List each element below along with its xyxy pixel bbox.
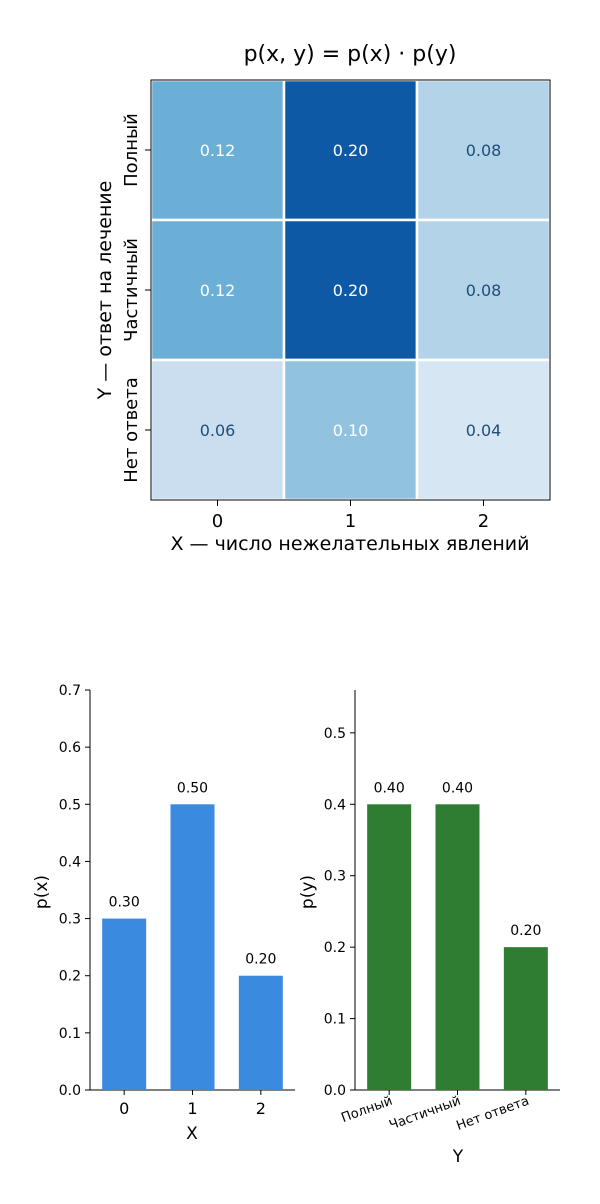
heatmap-cell <box>415 218 552 362</box>
py-x-tick-label: Полный <box>339 1094 394 1126</box>
px-bar-value-label: 0.50 <box>177 780 208 796</box>
py-bar-value-label: 0.20 <box>510 923 541 939</box>
heatmap-cell <box>149 78 286 222</box>
heatmap-cell-label: 0.08 <box>466 281 502 300</box>
px-x-tick-label: 0 <box>119 1099 129 1118</box>
px-bar <box>170 804 215 1090</box>
px-bar <box>238 975 283 1090</box>
py-bar-xlabel: Y <box>452 1147 464 1167</box>
px-y-tick-label: 0.2 <box>59 969 81 985</box>
py-bar-value-label: 0.40 <box>374 780 405 796</box>
heatmap-y-tick-label: Полный <box>121 113 142 187</box>
py-y-tick-label: 0.4 <box>324 797 346 813</box>
px-bar-value-label: 0.20 <box>245 952 276 968</box>
heatmap-y-tick-label: Нет ответа <box>121 377 142 483</box>
px-y-tick-label: 0.7 <box>59 683 81 699</box>
py-y-tick-label: 0.1 <box>324 1012 346 1028</box>
py-y-tick-label: 0.2 <box>324 940 346 956</box>
heatmap-cell <box>282 78 419 222</box>
heatmap-cell-label: 0.20 <box>333 141 369 160</box>
py-bar-panel: Y p(y) 0.0 0.1 0.2 0.3 0.4 0.5 0.40 Полный 0.40 Ч… <box>298 690 560 1167</box>
heatmap-cell-label: 0.20 <box>333 281 369 300</box>
py-bar <box>435 804 480 1090</box>
py-bar-ylabel: p(y) <box>298 875 318 909</box>
px-y-tick-label: 0.4 <box>59 854 81 870</box>
heatmap-title: p(x, y) = p(x) · p(y) <box>244 42 457 67</box>
px-y-tick-label: 0.3 <box>59 912 81 928</box>
heatmap-cell-label: 0.06 <box>200 421 236 440</box>
heatmap-cell-label: 0.10 <box>333 421 369 440</box>
heatmap-cell <box>282 358 419 502</box>
px-bar <box>102 918 147 1090</box>
px-x-tick-label: 1 <box>187 1099 197 1118</box>
heatmap-panel: p(x, y) = p(x) · p(y) X — число нежелате… <box>94 42 552 555</box>
heatmap-cell-label: 0.12 <box>200 281 236 300</box>
px-y-tick-label: 0.1 <box>59 1026 81 1042</box>
heatmap-cell-label: 0.08 <box>466 141 502 160</box>
heatmap-y-tick-label: Частичный <box>121 238 142 342</box>
heatmap-ylabel: Y — ответ на лечение <box>94 181 116 401</box>
heatmap-xlabel: X — число нежелательных явлений <box>170 533 529 555</box>
px-bar-ylabel: p(x) <box>32 875 52 909</box>
heatmap-x-tick-label: 2 <box>478 511 489 532</box>
px-bar-xlabel: X <box>186 1124 198 1144</box>
heatmap-x-tick-label: 0 <box>212 511 223 532</box>
heatmap-x-tick-label: 1 <box>345 511 356 532</box>
px-y-tick-label: 0.6 <box>59 740 81 756</box>
py-x-tick-label: Нет ответа <box>454 1094 531 1134</box>
heatmap-cell-label: 0.12 <box>200 141 236 160</box>
px-x-tick-label: 2 <box>256 1099 266 1118</box>
py-y-tick-label: 0.0 <box>324 1083 346 1099</box>
px-bar-panel: X p(x) 0.0 0.1 0.2 0.3 0.4 0.5 0.6 0.7 0.30 0 0.50… <box>32 683 295 1144</box>
py-y-tick-label: 0.3 <box>324 869 346 885</box>
py-bar <box>503 947 548 1090</box>
px-y-tick-label: 0.5 <box>59 797 81 813</box>
py-y-tick-label: 0.5 <box>324 726 346 742</box>
py-x-tick-label: Частичный <box>387 1094 463 1134</box>
px-y-tick-label: 0.0 <box>59 1083 81 1099</box>
px-bar-value-label: 0.30 <box>109 895 140 911</box>
py-bar <box>367 804 412 1090</box>
py-bar-value-label: 0.40 <box>442 780 473 796</box>
heatmap-cell-label: 0.04 <box>466 421 502 440</box>
